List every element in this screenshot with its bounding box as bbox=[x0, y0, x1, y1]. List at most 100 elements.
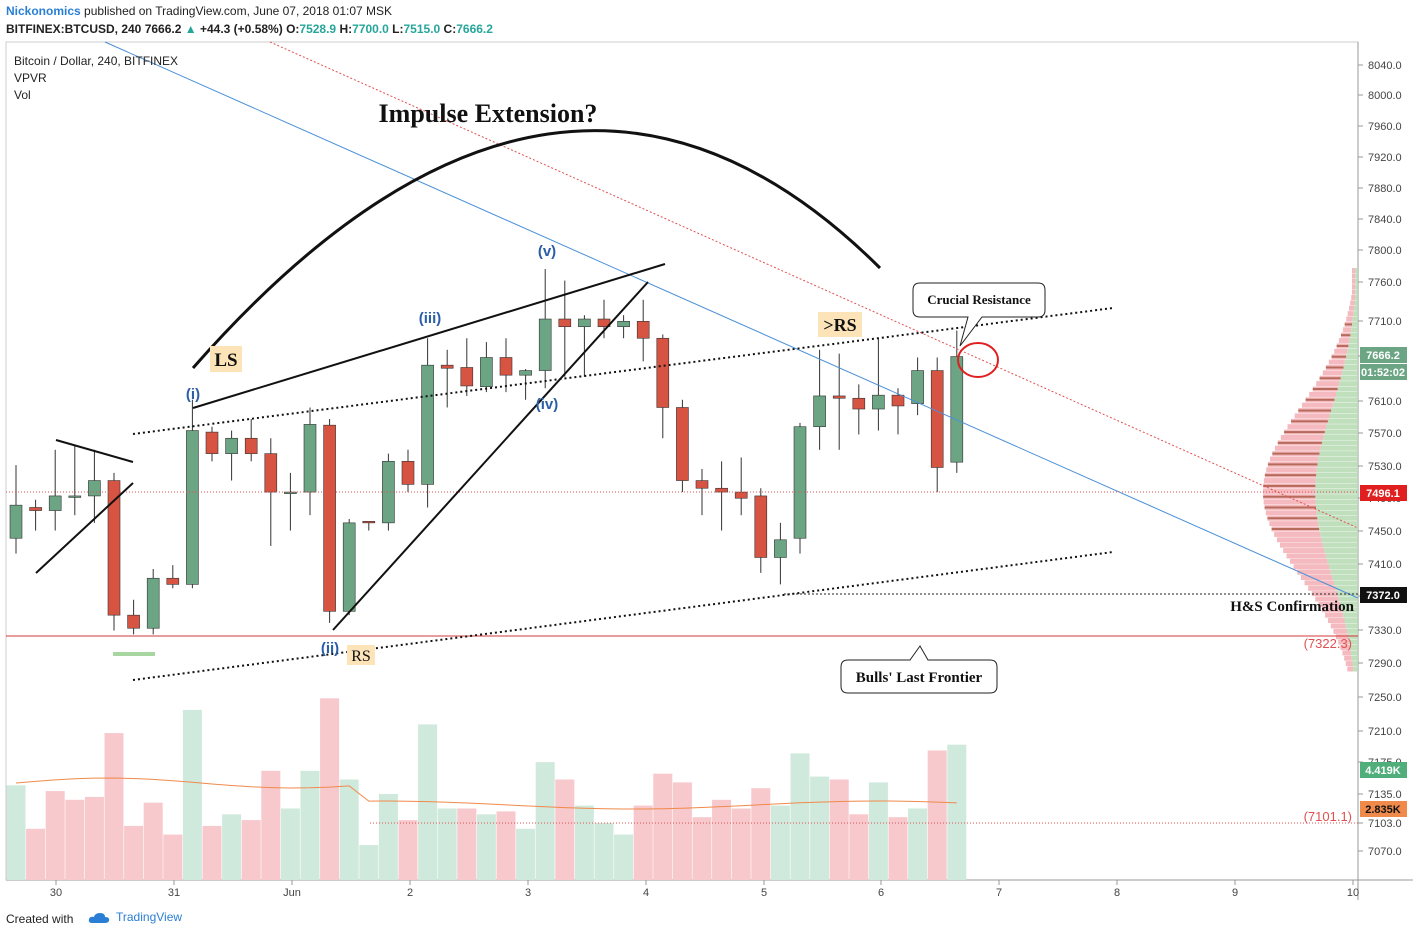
candle-body bbox=[284, 491, 297, 494]
vpvr-buy bbox=[1317, 461, 1358, 467]
low-value: 7515.0 bbox=[403, 22, 441, 36]
vpvr-sell bbox=[1334, 348, 1348, 354]
vpvr-sell bbox=[1344, 655, 1352, 661]
vpvr-buy bbox=[1347, 348, 1358, 354]
vpvr-buy bbox=[1355, 278, 1358, 284]
vpvr-sell bbox=[1347, 311, 1354, 317]
close-value: 7666.2 bbox=[456, 22, 493, 36]
vpvr-buy bbox=[1337, 386, 1358, 392]
vpvr-sell bbox=[1287, 424, 1327, 430]
volume-bar-34 bbox=[672, 782, 692, 880]
vpvr-sell bbox=[1265, 510, 1317, 516]
candle-body bbox=[460, 367, 474, 387]
low-label: L: bbox=[392, 22, 404, 36]
vpvr-buy bbox=[1315, 478, 1358, 484]
symbol-name: BITFINEX:BTCUSD, 240 bbox=[6, 22, 142, 36]
legend-vol[interactable]: Vol bbox=[14, 88, 31, 102]
time-tick-label: 2 bbox=[407, 887, 413, 899]
vpvr-row bbox=[1269, 456, 1358, 462]
time-tick-label: 30 bbox=[50, 887, 62, 899]
vpvr-va bbox=[1298, 409, 1332, 412]
volume-bar-10 bbox=[202, 825, 222, 880]
wave-ii-label: (ii) bbox=[321, 640, 339, 657]
crucial-resistance-callout bbox=[912, 282, 1046, 347]
vpvr-row bbox=[1264, 504, 1358, 510]
vpvr-row bbox=[1315, 596, 1358, 602]
vpvr-buy bbox=[1316, 510, 1358, 516]
candle-body bbox=[48, 495, 62, 511]
candle-body bbox=[813, 395, 826, 428]
candle-11 bbox=[225, 430, 238, 481]
vpvr-sell bbox=[1290, 558, 1328, 564]
vpvr-buy bbox=[1326, 424, 1358, 430]
wave-iii-label: (iii) bbox=[419, 310, 442, 327]
volume-bar-42 bbox=[829, 779, 849, 880]
candle-body bbox=[617, 321, 630, 328]
vpvr-sell bbox=[1300, 574, 1333, 580]
chart-canvas[interactable]: Crucial Resistance Bulls' Last Frontier … bbox=[0, 0, 1413, 900]
vpvr-buy bbox=[1320, 445, 1358, 451]
vpvr-va bbox=[1272, 452, 1320, 455]
candle-body bbox=[88, 480, 101, 497]
vpvr-row bbox=[1308, 585, 1358, 591]
candle-38 bbox=[754, 488, 768, 573]
candle-body bbox=[146, 577, 160, 629]
vpvr-buy bbox=[1340, 375, 1358, 381]
price-tick-label: 7570.0 bbox=[1368, 428, 1402, 440]
price-tick-label: 7070.0 bbox=[1368, 846, 1402, 858]
vpvr-buy bbox=[1346, 354, 1358, 360]
vpvr-sell bbox=[1322, 370, 1343, 376]
legend-vpvr[interactable]: VPVR bbox=[14, 71, 47, 85]
main-annotation-title: Impulse Extension? bbox=[379, 99, 598, 128]
vpvr-buy bbox=[1343, 364, 1358, 370]
rs-label: RS bbox=[351, 648, 371, 665]
time-tick-label: 4 bbox=[643, 887, 649, 899]
author-link[interactable]: Nickonomics bbox=[6, 4, 81, 18]
rs2-label-bg bbox=[818, 312, 862, 337]
vpvr-buy bbox=[1354, 294, 1358, 300]
tradingview-link[interactable]: TradingView bbox=[88, 910, 182, 924]
vpvr-row bbox=[1265, 510, 1358, 516]
vpvr-row bbox=[1301, 402, 1358, 408]
vpvr-buy bbox=[1336, 391, 1358, 397]
open-label: O: bbox=[286, 22, 300, 36]
vpvr-sell bbox=[1263, 488, 1316, 494]
price-tick-label: 7920.0 bbox=[1368, 152, 1402, 164]
vpvr-va bbox=[1319, 377, 1341, 380]
vpvr-buy bbox=[1352, 321, 1358, 327]
vpvr-sell bbox=[1274, 445, 1321, 451]
candle-body bbox=[754, 495, 768, 558]
candle-15 bbox=[303, 407, 317, 516]
candle-34 bbox=[676, 399, 689, 493]
vpvr-va bbox=[1263, 495, 1316, 498]
volume-bar-9 bbox=[182, 709, 202, 880]
wedge-lower bbox=[332, 281, 649, 631]
time-tick-label: 3 bbox=[525, 887, 531, 899]
candle-33 bbox=[656, 334, 670, 439]
vpvr-buy bbox=[1317, 515, 1358, 521]
close-label: C: bbox=[443, 22, 457, 36]
symbol-line: BITFINEX:BTCUSD, 240 7666.2 ▲ +44.3 (+0.… bbox=[6, 22, 493, 36]
vpvr-buy bbox=[1345, 623, 1358, 629]
candle-0 bbox=[9, 465, 23, 554]
vpvr-row bbox=[1327, 618, 1358, 624]
candle-body bbox=[440, 364, 454, 369]
vpvr-buy bbox=[1348, 343, 1358, 349]
candle-body bbox=[793, 426, 807, 539]
vpvr-sell bbox=[1304, 580, 1334, 586]
vol-ma-tag bbox=[1360, 801, 1407, 817]
vpvr-row bbox=[1318, 601, 1358, 607]
candle-body bbox=[578, 318, 591, 328]
candle-32 bbox=[636, 299, 650, 362]
candle-8 bbox=[166, 565, 180, 589]
candle-3 bbox=[68, 445, 82, 516]
support-level-text: (7322.3) bbox=[1304, 636, 1352, 651]
candle-body bbox=[480, 357, 493, 388]
volume-bar-31 bbox=[614, 834, 634, 880]
vpvr-sell bbox=[1318, 601, 1341, 607]
candle-body bbox=[382, 461, 395, 524]
candle-body bbox=[9, 504, 23, 539]
candle-47 bbox=[930, 357, 944, 493]
candle-45 bbox=[891, 388, 905, 435]
vpvr-sell bbox=[1286, 553, 1326, 559]
